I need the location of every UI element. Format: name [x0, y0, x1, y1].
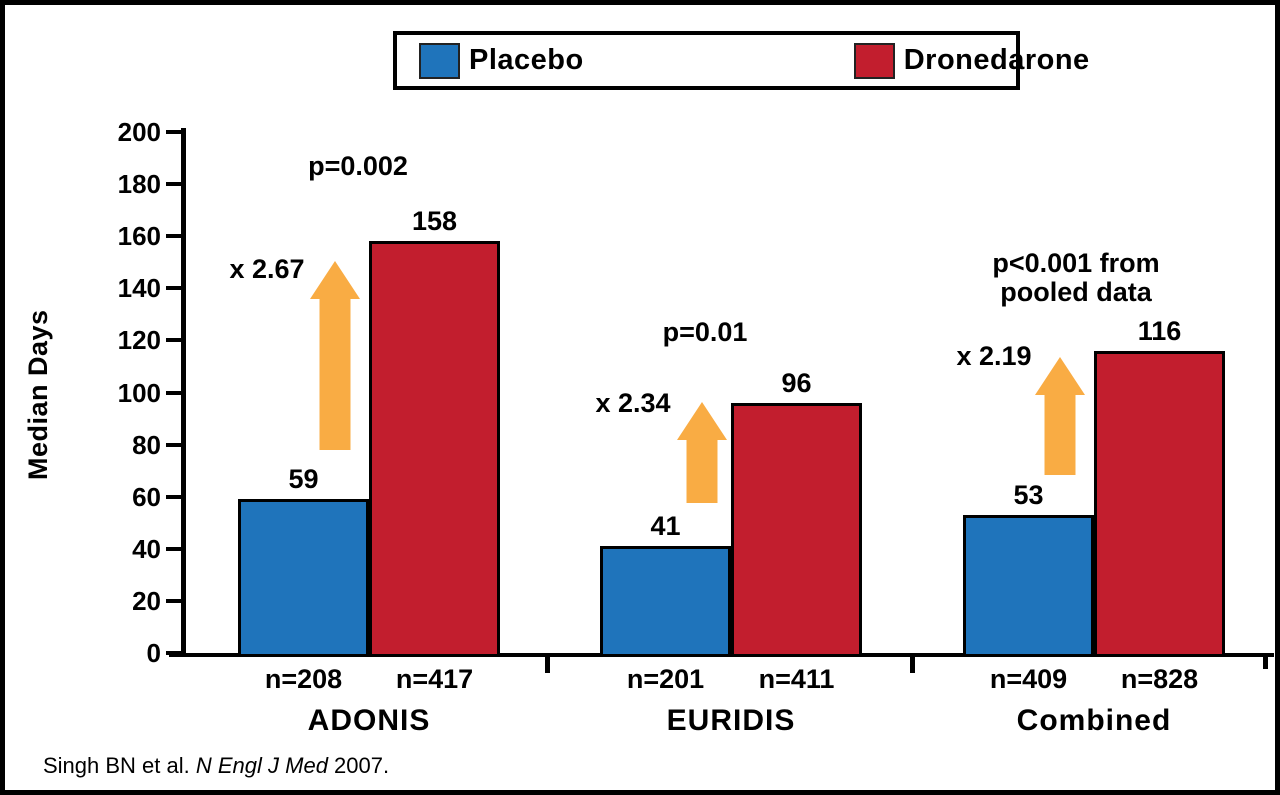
placebo-color-swatch	[419, 42, 460, 79]
y-axis-tick-label: 20	[132, 585, 161, 616]
y-axis-tick-label: 60	[132, 481, 161, 512]
bar-n-label: n=417	[395, 664, 474, 694]
bar-dronedarone-adonis	[369, 241, 500, 657]
legend-label-placebo: Placebo	[469, 44, 584, 76]
y-axis-tick-label: 160	[117, 221, 161, 252]
y-axis-tick-label: 140	[117, 273, 161, 304]
y-axis-tick-label: 40	[132, 533, 161, 564]
y-axis-tick	[166, 598, 182, 603]
p-value-label-euridis: p=0.01	[662, 317, 748, 347]
bar-n-label: n=201	[626, 664, 705, 694]
group-label-combined: Combined	[1016, 704, 1172, 737]
y-axis-title: Median Days	[23, 309, 53, 481]
citation-year: 2007.	[327, 753, 390, 778]
bar-value-label: 116	[1137, 316, 1182, 346]
legend-item-dronedarone: Dronedarone	[853, 42, 1090, 79]
bar-value-label: 96	[781, 368, 812, 398]
legend: Placebo Dronedarone	[393, 31, 1089, 90]
bar-value-label: 53	[1013, 480, 1044, 510]
x-axis-group-separator-tick	[910, 657, 915, 673]
y-axis-tick	[166, 546, 182, 551]
dronedarone-color-swatch	[853, 42, 895, 79]
bar-n-label: n=828	[1120, 664, 1199, 694]
y-axis-tick-label: 180	[117, 169, 161, 200]
bar-n-label: n=409	[989, 664, 1068, 694]
multiplier-label-adonis: x 2.67	[229, 254, 305, 284]
bar-value-label: 59	[288, 464, 319, 494]
y-axis-tick-label: 0	[146, 638, 161, 668]
y-axis-tick-label: 200	[117, 117, 161, 147]
bar-n-label: n=411	[758, 664, 835, 694]
y-axis-tick-label: 100	[117, 377, 161, 408]
x-axis-group-separator-tick	[545, 657, 550, 673]
y-axis-tick	[166, 130, 182, 134]
legend-item-placebo: Placebo	[419, 42, 584, 79]
y-axis-tick	[166, 390, 182, 395]
bar-placebo-euridis	[600, 546, 731, 657]
increase-arrow-euridis	[677, 402, 727, 503]
y-axis-line	[181, 128, 186, 657]
p-value-label-adonis: p=0.002	[308, 151, 408, 181]
y-axis-tick-label: 120	[117, 325, 161, 356]
y-axis-tick	[166, 442, 182, 447]
bar-value-label: 158	[411, 206, 458, 236]
y-axis-tick-label: 80	[132, 429, 161, 460]
citation-authors: Singh BN et al.	[43, 753, 196, 778]
bar-dronedarone-combined	[1094, 351, 1225, 657]
y-axis-tick	[166, 234, 182, 239]
increase-arrow-combined	[1035, 357, 1085, 475]
y-axis-tick	[166, 286, 182, 291]
x-axis-end-tick	[1263, 655, 1268, 669]
y-axis-tick	[166, 338, 182, 343]
increase-arrow-adonis	[310, 261, 360, 450]
bar-value-label: 41	[650, 511, 681, 541]
y-axis-tick	[166, 651, 182, 655]
bar-placebo-adonis	[238, 499, 369, 657]
group-label-adonis: ADONIS	[307, 704, 431, 737]
multiplier-label-euridis: x 2.34	[595, 388, 671, 418]
group-label-euridis: EURIDIS	[666, 704, 796, 737]
bar-dronedarone-euridis	[731, 403, 862, 657]
p-value-label-combined: p<0.001 from pooled data	[992, 248, 1160, 307]
bar-n-label: n=208	[264, 664, 343, 694]
bar-placebo-combined	[963, 515, 1094, 657]
y-axis-tick	[166, 494, 182, 499]
y-axis-tick	[166, 182, 182, 187]
citation: Singh BN et al. N Engl J Med 2007.	[43, 753, 389, 779]
citation-journal: N Engl J Med	[195, 753, 328, 778]
legend-label-dronedarone: Dronedarone	[903, 44, 1090, 76]
multiplier-label-combined: x 2.19	[956, 341, 1032, 371]
